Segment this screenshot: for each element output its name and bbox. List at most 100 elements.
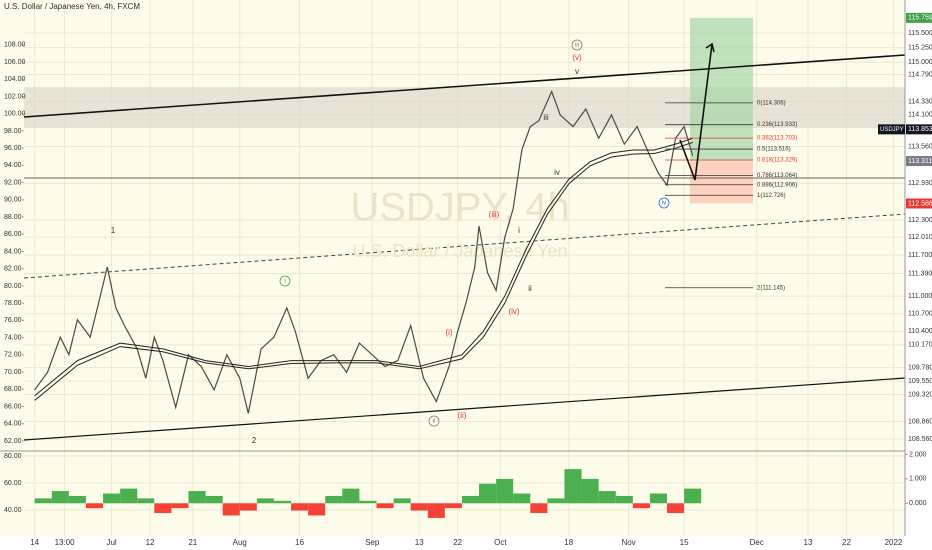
watermark-symbol: USDJPY, 4h	[350, 186, 569, 230]
plot	[34, 89, 753, 518]
y2-tick-label: 106.00	[4, 59, 26, 66]
y-tick-label: 112.300	[908, 217, 932, 224]
osc-y2-tick-label: 2.000	[909, 451, 927, 458]
mid-trendline	[23, 213, 906, 279]
fib-label: 1(112.726)	[757, 193, 786, 199]
y-tick-label: 111.000	[908, 293, 932, 300]
x-tick-label: 22	[453, 538, 462, 547]
osc-bar	[51, 491, 69, 504]
osc-bar	[154, 503, 172, 514]
y-tick-label: 111.700	[908, 252, 932, 259]
osc-tick-label: 80.00	[4, 453, 22, 460]
wave-circle	[658, 197, 670, 209]
fib-label: 0.236(113.933)	[757, 122, 797, 128]
osc-bar	[291, 503, 309, 511]
y2-tick-label: 82.00	[4, 266, 22, 273]
fib-label: 0.786(113.064)	[757, 173, 797, 179]
osc-bar	[496, 478, 514, 504]
osc-bar	[137, 498, 155, 504]
y-tick-label: 113.560	[908, 143, 932, 150]
y-tick-label: 109.550	[908, 378, 932, 385]
y-tick-label: 108.860	[908, 418, 932, 425]
moving-average	[34, 141, 693, 401]
time-axis-area	[0, 536, 905, 550]
osc-bar	[171, 503, 189, 509]
price-label-box	[906, 124, 932, 135]
osc-bar	[85, 503, 104, 509]
symbol-badge-box	[878, 124, 905, 135]
wave-label: i	[518, 226, 520, 235]
y-tick-label: 109.780	[908, 364, 932, 371]
y-tick-label: 110.700	[908, 311, 932, 318]
wave-label: (ii)	[458, 411, 467, 420]
osc-bar	[34, 498, 52, 504]
osc-bar	[410, 503, 428, 511]
right-axis-area	[905, 0, 932, 550]
osc-bar	[308, 503, 326, 516]
osc-tick-label: 40.00	[4, 507, 22, 514]
wave-label: (iv)	[508, 307, 519, 316]
price-label-box	[906, 198, 932, 209]
y2-tick-label: 76.00	[4, 317, 22, 324]
osc-bar	[359, 500, 377, 504]
x-tick-label: 21	[188, 538, 197, 547]
y-tick-label: 110.400	[908, 328, 932, 335]
osc-tick-label: 60.00	[4, 480, 22, 487]
osc-bar	[632, 503, 650, 509]
x-tick-label: Nov	[621, 538, 635, 547]
wave-label: ii	[528, 284, 532, 293]
y2-tick-label: 96.00	[4, 145, 22, 152]
wave-label: ii	[433, 419, 436, 425]
price-label: 113.311	[908, 158, 932, 165]
y-tick-label: 108.560	[908, 436, 932, 443]
x-tick-label: Dec	[750, 538, 764, 547]
x-tick-label: 13:00	[55, 538, 76, 547]
wave-circle	[571, 39, 583, 51]
osc-bar	[188, 491, 206, 504]
osc-y2-tick-label: 0.000	[909, 500, 927, 507]
y2-tick-label: 92.00	[4, 179, 22, 186]
x-tick-label: 14	[30, 538, 39, 547]
x-tick-label: 13	[415, 538, 424, 547]
upper-trendline	[23, 54, 906, 118]
fib-label: 0.382(113.703)	[757, 136, 797, 142]
y-tick-label: 111.390	[908, 270, 932, 277]
y-tick-label: 112.930	[908, 180, 932, 187]
y2-tick-label: 62.00	[4, 438, 22, 445]
osc-bar	[103, 493, 121, 504]
osc-bar	[547, 498, 565, 504]
y2-tick-label: 94.00	[4, 162, 22, 169]
y2-tick-label: 88.00	[4, 214, 22, 221]
osc-bar	[68, 495, 86, 504]
wave-label: i	[284, 279, 285, 285]
y-tick-label: 109.320	[908, 391, 932, 398]
wave-label: iii	[543, 113, 549, 122]
osc-bar	[342, 488, 360, 504]
y2-tick-label: 98.00	[4, 128, 22, 135]
osc-bar	[120, 488, 138, 504]
y2-tick-label: 102.00	[4, 93, 26, 100]
y2-tick-label: 86.00	[4, 231, 22, 238]
osc-bar	[581, 478, 599, 504]
y2-tick-label: 90.00	[4, 197, 22, 204]
y-tick-label: 114.330	[908, 98, 932, 105]
forecast-path	[679, 43, 713, 181]
y2-tick-label: 84.00	[4, 248, 22, 255]
stop-zone	[690, 161, 753, 204]
symbol-badge: USDJPY	[880, 127, 904, 133]
x-tick-label: 15	[680, 538, 689, 547]
osc-y2-tick-label: 1.000	[909, 476, 927, 483]
lower-trendline	[23, 377, 906, 441]
osc-bar	[598, 491, 616, 504]
y-tick-label: 110.170	[908, 342, 932, 349]
osc-bar	[325, 495, 343, 504]
osc-bar	[444, 503, 462, 509]
osc-bar	[530, 503, 548, 514]
osc-bar	[564, 469, 582, 504]
wave-label: 2	[252, 436, 257, 445]
wave-circle	[428, 415, 440, 427]
x-tick-label: Aug	[233, 538, 247, 547]
wave-label: iv	[554, 168, 560, 177]
